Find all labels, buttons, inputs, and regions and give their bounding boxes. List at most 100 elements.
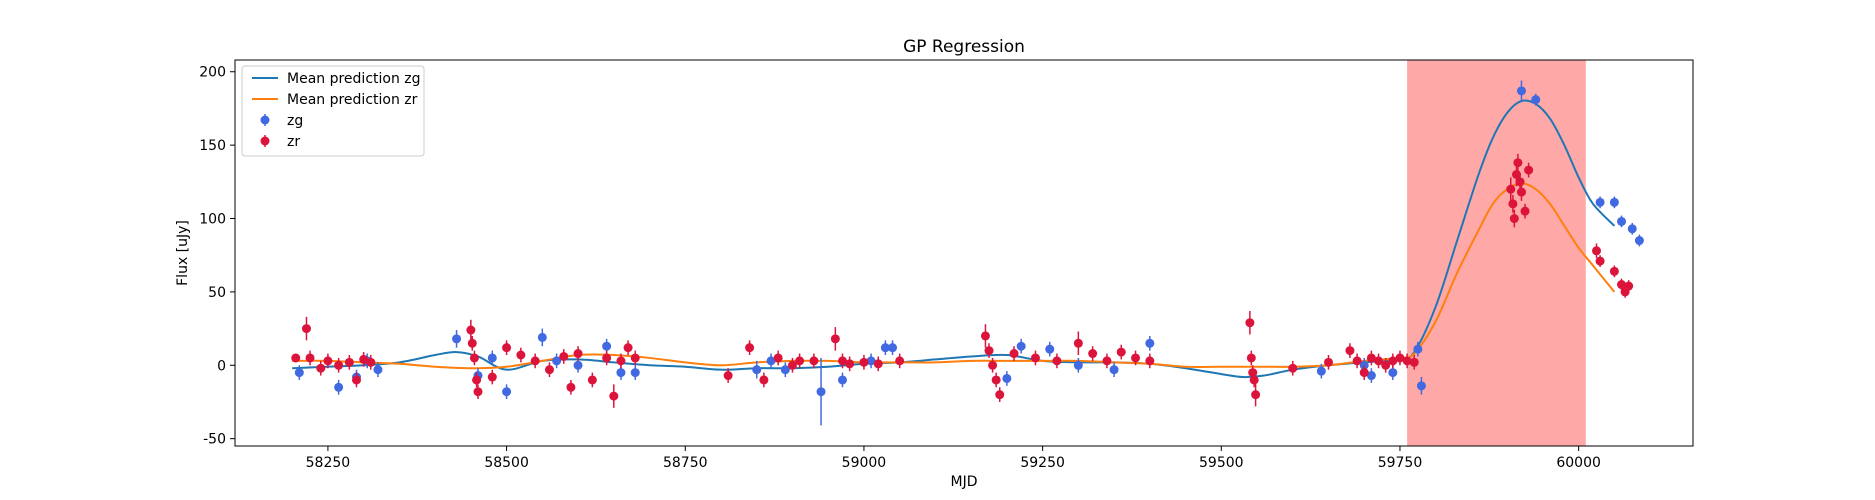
data-point-zg <box>1634 236 1644 246</box>
data-point-zg <box>766 356 776 366</box>
legend-label-zg: zg <box>287 113 303 129</box>
data-point-zr <box>587 375 597 385</box>
data-point-zg <box>1627 224 1637 234</box>
data-point-zr <box>873 359 883 369</box>
data-point-zg <box>452 334 462 344</box>
data-point-zg <box>752 365 762 375</box>
data-point-zr <box>1511 169 1521 179</box>
data-point-zr <box>809 356 819 366</box>
data-point-zr <box>1595 256 1605 266</box>
data-point-zr <box>352 375 361 385</box>
data-point-zg <box>866 356 876 366</box>
data-point-zg <box>816 387 826 397</box>
x-axis-ticks: 58250 58500 58750 59000 59250 59500 59750 60000 <box>306 446 1601 471</box>
data-points-layer <box>291 80 1644 426</box>
x-tick-label: 59500 <box>1199 455 1244 471</box>
chart-title: GP Regression <box>903 37 1025 57</box>
data-point-zr <box>1131 353 1141 363</box>
legend-label-zr-line: Mean prediction zr <box>287 92 418 108</box>
data-point-zg <box>1145 338 1155 348</box>
plot-frame <box>234 59 1694 447</box>
data-point-zg <box>838 375 847 385</box>
data-point-zg <box>780 365 790 375</box>
x-tick-label: 59250 <box>1020 455 1065 471</box>
data-point-zr <box>1515 177 1525 187</box>
x-axis-label: MJD <box>951 474 978 490</box>
data-point-zr <box>895 356 905 366</box>
data-point-zr <box>1251 390 1261 400</box>
data-point-zr <box>1402 356 1412 366</box>
legend: Mean prediction zg Mean prediction zr zg… <box>241 65 425 157</box>
data-point-zg <box>1073 360 1083 370</box>
data-point-zr <box>1248 368 1258 378</box>
data-point-zg <box>487 353 497 363</box>
data-point-zg <box>880 343 890 353</box>
data-point-zr <box>291 353 301 363</box>
legend-marker-zr-point <box>260 136 270 146</box>
data-point-zr <box>472 375 482 385</box>
data-point-zr <box>616 356 626 366</box>
data-point-zr <box>1516 187 1526 197</box>
data-point-zr <box>301 324 311 334</box>
data-point-zg <box>616 368 626 378</box>
data-point-zg <box>1617 216 1627 226</box>
data-point-zr <box>544 365 554 375</box>
data-point-zg <box>334 382 344 392</box>
data-point-zr <box>466 325 476 335</box>
data-point-zr <box>1520 206 1530 216</box>
data-point-zg <box>1595 197 1605 207</box>
data-point-zr <box>559 351 569 361</box>
y-axis-label: Flux [uJy] <box>175 220 191 286</box>
data-point-zr <box>1246 353 1256 363</box>
data-point-zr <box>316 363 326 373</box>
data-point-zr <box>344 357 354 367</box>
shaded-region <box>1407 60 1586 446</box>
y-tick-label: 150 <box>199 138 226 154</box>
data-point-zr <box>530 356 540 366</box>
data-point-zr <box>334 360 344 370</box>
y-axis-ticks: -50 0 50 100 150 200 <box>199 65 235 448</box>
data-point-zr <box>305 353 315 363</box>
data-point-zr <box>1509 214 1519 224</box>
data-point-zr <box>988 360 998 370</box>
data-point-zr <box>1366 353 1376 363</box>
data-point-zg <box>1516 86 1526 96</box>
data-point-zr <box>502 343 512 353</box>
data-point-zg <box>373 365 383 375</box>
data-point-zr <box>1088 349 1098 359</box>
data-point-zg <box>1531 95 1541 105</box>
data-point-zr <box>1288 363 1298 373</box>
data-point-zr <box>1359 368 1369 378</box>
data-point-zr <box>1381 360 1391 370</box>
data-point-zr <box>1030 353 1040 363</box>
data-point-zr <box>1374 356 1384 366</box>
legend-label-zr: zr <box>287 134 300 150</box>
data-point-zr <box>623 343 633 353</box>
shaded-region-layer <box>1407 60 1586 446</box>
data-point-zg <box>1045 344 1055 354</box>
data-point-zr <box>995 390 1005 400</box>
data-point-zr <box>1249 375 1259 385</box>
data-point-zr <box>516 350 526 360</box>
data-point-zr <box>609 391 619 401</box>
data-point-zg <box>1109 365 1119 375</box>
data-point-zg <box>1416 381 1426 391</box>
y-tick-label: -50 <box>203 432 226 448</box>
data-point-zr <box>467 338 477 348</box>
data-point-zg <box>537 332 547 342</box>
data-point-zr <box>1506 184 1516 194</box>
data-point-zr <box>759 375 769 385</box>
data-point-zg <box>502 387 512 397</box>
data-point-zr <box>773 353 783 363</box>
data-point-zg <box>1002 373 1012 383</box>
data-point-zr <box>838 356 847 366</box>
data-point-zr <box>1524 165 1534 175</box>
data-point-zr <box>487 372 497 382</box>
data-point-zg <box>1413 344 1423 354</box>
data-point-zr <box>1624 281 1634 291</box>
data-point-zr <box>991 375 1001 385</box>
data-point-zr <box>859 357 869 367</box>
data-point-zr <box>359 354 369 364</box>
data-point-zr <box>795 356 805 366</box>
